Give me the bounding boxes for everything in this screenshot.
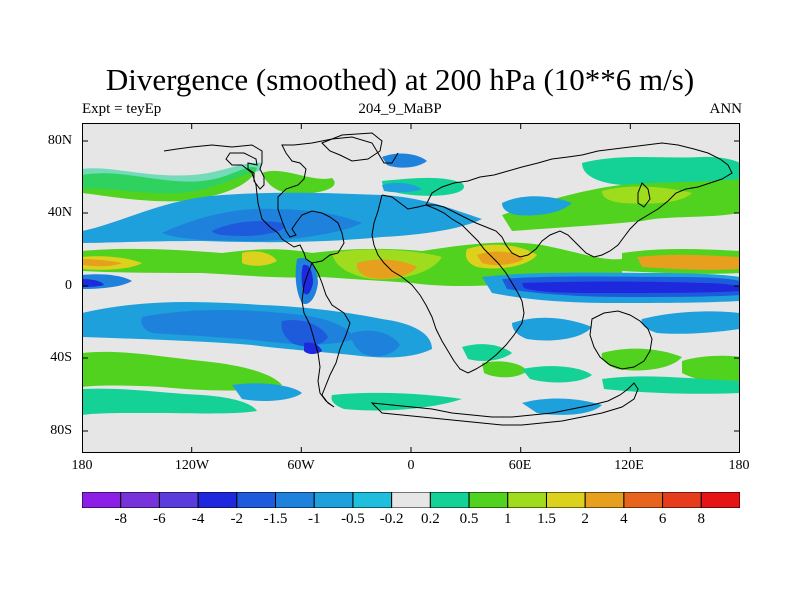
- contour-blue-s-south2: [522, 398, 602, 415]
- contour-green-n-mid: [262, 170, 335, 195]
- coastline-australia: [589, 310, 653, 370]
- contour-green-s-atl: [482, 361, 527, 378]
- colorbar-box: [352, 492, 393, 508]
- contour-blue-samerica-core: [301, 264, 313, 295]
- colorbar-box: [584, 492, 625, 508]
- contour-green-s-east: [601, 348, 682, 371]
- contour-blue-n-deep: [212, 221, 285, 236]
- coastline-south-america: [301, 261, 351, 408]
- colorbar-label: 1.5: [537, 511, 556, 527]
- coastlines: [163, 132, 733, 426]
- colorbar-label: -1: [307, 511, 321, 527]
- colorbar-box: [545, 492, 586, 508]
- contour-teal-n-west: [82, 162, 262, 194]
- colorbar-label: -0.5: [341, 511, 365, 527]
- lat-label-40n: 40N: [47, 205, 72, 220]
- lat-label-80n: 80N: [47, 133, 72, 148]
- contour-teal-s-ind: [522, 366, 592, 383]
- contour-blue-n-asia: [502, 196, 572, 216]
- colorbar-label: -6: [153, 511, 166, 527]
- colorbar-box: [507, 492, 547, 508]
- contour-teal-n-asia: [582, 156, 740, 185]
- coastline-antarctica: [370, 382, 639, 426]
- contour-orange-africa: [477, 251, 524, 266]
- colorbar-box: [468, 492, 509, 508]
- colorbar-label: -4: [191, 511, 205, 527]
- lon-label-60e: 60E: [508, 458, 532, 473]
- contour-green-s-west: [82, 351, 282, 391]
- contour-orange-west: [82, 259, 122, 267]
- colorbar-box: [82, 492, 122, 508]
- contour-blue-eq-deep: [522, 281, 740, 293]
- lon-label-0: 0: [407, 458, 415, 473]
- contour-blue-s-pac: [641, 311, 740, 334]
- colorbar-label: 4: [620, 511, 628, 527]
- colorbar-box: [236, 492, 277, 508]
- contour-orange-pac-e: [637, 254, 740, 270]
- colorbar-label: -8: [114, 511, 127, 527]
- colorbar-box: [275, 492, 315, 508]
- lat-label-80s: 80S: [50, 423, 72, 438]
- lon-label-120w: 120W: [174, 458, 210, 473]
- season-label: ANN: [709, 101, 743, 117]
- coastline-greenland: [321, 132, 383, 162]
- contour-teal-s-far: [331, 392, 462, 411]
- lon-label-180e: 180: [728, 458, 750, 473]
- divergence-map: [82, 123, 740, 453]
- colorbar-box: [197, 492, 238, 508]
- colorbar-box: [391, 492, 431, 508]
- coastline-africa-eurasia: [371, 142, 733, 374]
- contour-green-n-asia: [502, 175, 740, 231]
- colorbar-label: 1: [504, 511, 512, 527]
- contour-yellow-mid: [242, 251, 277, 266]
- contour-blue-s-deep: [281, 319, 328, 347]
- colorbar-label: -0.2: [379, 511, 404, 527]
- colorbar-box: [120, 492, 160, 508]
- colorbar-box: [429, 492, 470, 508]
- colorbar-box: [662, 492, 702, 508]
- contour-teal-s-west: [82, 388, 257, 415]
- lat-label-0: 0: [65, 278, 72, 293]
- contour-blue-s-indian: [512, 317, 592, 341]
- colorbar-box: [313, 492, 354, 508]
- colorbar-label: 6: [658, 511, 667, 527]
- lon-label-60w: 60W: [287, 458, 315, 473]
- lon-label-180w: 180: [71, 458, 93, 473]
- coastline-japan: [637, 182, 651, 208]
- colorbar: [82, 492, 740, 508]
- colorbar-label: 0.2: [420, 511, 440, 527]
- contour-blue-arctic-2: [382, 182, 422, 193]
- case-label: 204_9_MaBP: [358, 101, 442, 117]
- lat-label-40s: 40S: [50, 350, 72, 365]
- contour-blue-s-south: [232, 383, 302, 401]
- lon-label-120e: 120E: [614, 458, 644, 473]
- colorbar-label: 2: [581, 511, 589, 527]
- colorbar-label: 8: [697, 511, 706, 527]
- contour-teal-s-atl: [462, 344, 512, 361]
- contour-teal-s-pac: [602, 376, 740, 394]
- experiment-label: Expt = teyEp: [82, 101, 162, 117]
- colorbar-box: [623, 492, 664, 508]
- plot-title: Divergence (smoothed) at 200 hPa (10**6 …: [105, 62, 695, 97]
- contour-orange-eq: [356, 259, 417, 279]
- colorbar-box: [158, 492, 199, 508]
- colorbar-box: [700, 492, 740, 508]
- colorbar-label: -2: [230, 511, 244, 527]
- contour-green-s-pac: [682, 355, 740, 384]
- colorbar-label: 0.5: [459, 511, 479, 527]
- contour-blue-eq-west-deep: [82, 279, 104, 287]
- colorbar-label: -1.5: [263, 511, 288, 527]
- contour-blue-arctic: [382, 153, 427, 168]
- contour-blue-s-atlantic: [351, 330, 400, 357]
- map-ticks: [82, 123, 740, 453]
